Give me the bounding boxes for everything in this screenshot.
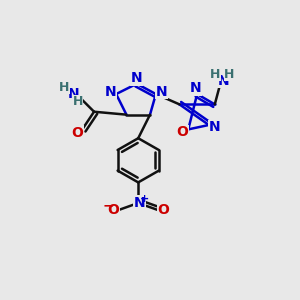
Text: O: O [157,203,169,218]
Text: O: O [176,125,188,139]
Text: N: N [134,196,146,210]
Text: N: N [105,85,117,99]
Text: H: H [59,81,69,94]
Text: N: N [190,81,202,95]
Text: H: H [210,68,220,80]
Text: N: N [209,120,220,134]
Text: N: N [155,85,167,99]
Text: −: − [102,198,114,212]
Text: N: N [131,71,142,85]
Text: H: H [224,68,235,80]
Text: O: O [107,203,119,218]
Text: N: N [68,87,79,101]
Text: O: O [71,126,83,140]
Text: H: H [73,95,83,108]
Text: +: + [140,194,149,204]
Text: N: N [218,74,230,88]
